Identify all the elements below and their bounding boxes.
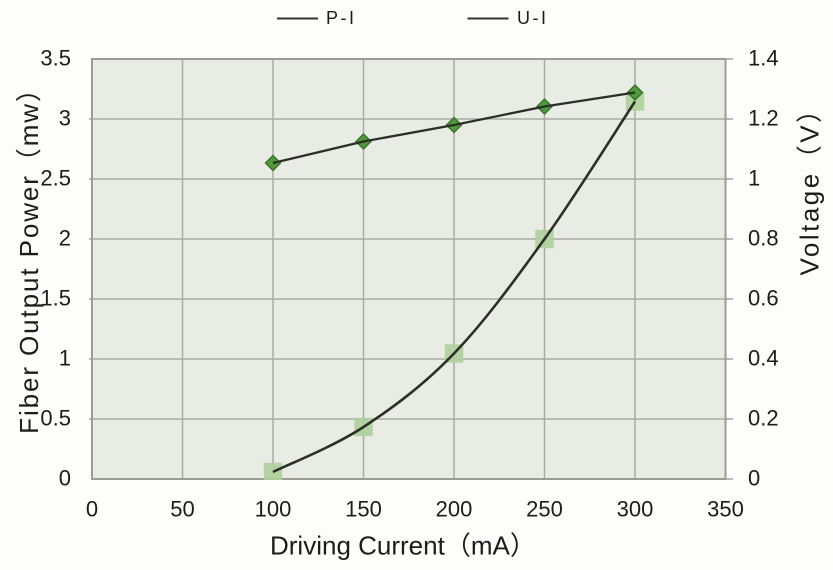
svg-text:Driving Current（mA）: Driving Current（mA）	[270, 531, 536, 561]
svg-text:0.8: 0.8	[748, 226, 779, 251]
svg-text:0: 0	[748, 466, 760, 491]
svg-text:0: 0	[86, 497, 98, 522]
svg-text:0.2: 0.2	[748, 406, 779, 431]
svg-text:3: 3	[59, 106, 71, 131]
svg-text:1.2: 1.2	[748, 106, 779, 131]
svg-text:150: 150	[345, 497, 382, 522]
svg-text:1: 1	[748, 166, 760, 191]
svg-text:50: 50	[170, 497, 194, 522]
svg-text:2: 2	[59, 226, 71, 251]
svg-text:200: 200	[436, 497, 473, 522]
svg-text:300: 300	[617, 497, 654, 522]
svg-text:250: 250	[526, 497, 563, 522]
svg-text:0.4: 0.4	[748, 346, 779, 371]
svg-text:2.5: 2.5	[40, 166, 71, 191]
svg-text:U-I: U-I	[517, 8, 549, 28]
svg-text:100: 100	[255, 497, 292, 522]
svg-text:P-I: P-I	[326, 8, 357, 28]
svg-text:Voltage（V）: Voltage（V）	[795, 94, 825, 275]
svg-text:0: 0	[59, 466, 71, 491]
svg-text:0.5: 0.5	[40, 406, 71, 431]
svg-text:350: 350	[707, 497, 744, 522]
svg-text:0.6: 0.6	[748, 286, 779, 311]
svg-text:1: 1	[59, 346, 71, 371]
svg-text:1.4: 1.4	[748, 46, 779, 71]
svg-text:Fiber Output Power（mw）: Fiber Output Power（mw）	[14, 74, 44, 434]
svg-text:3.5: 3.5	[40, 46, 71, 71]
svg-text:1.5: 1.5	[40, 286, 71, 311]
